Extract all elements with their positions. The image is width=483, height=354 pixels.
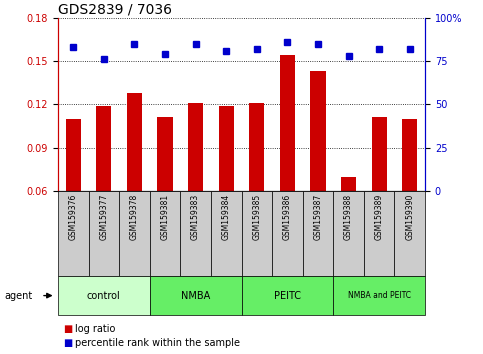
Bar <box>371 118 387 191</box>
Bar <box>58 276 150 315</box>
Bar <box>127 93 142 191</box>
Bar <box>341 177 356 191</box>
Bar <box>66 119 81 191</box>
Bar <box>242 191 272 276</box>
Text: GSM159376: GSM159376 <box>69 194 78 240</box>
Text: NMBA and PEITC: NMBA and PEITC <box>348 291 411 300</box>
Bar <box>219 106 234 191</box>
Text: control: control <box>87 291 121 301</box>
Bar <box>333 191 364 276</box>
Text: GSM159384: GSM159384 <box>222 194 231 240</box>
Bar <box>395 191 425 276</box>
Bar <box>211 191 242 276</box>
Text: GSM159389: GSM159389 <box>375 194 384 240</box>
Bar <box>157 118 173 191</box>
Bar <box>402 119 417 191</box>
Text: GSM159378: GSM159378 <box>130 194 139 240</box>
Bar <box>150 276 242 315</box>
Text: GSM159383: GSM159383 <box>191 194 200 240</box>
Text: percentile rank within the sample: percentile rank within the sample <box>75 338 240 348</box>
Bar <box>150 191 180 276</box>
Text: GDS2839 / 7036: GDS2839 / 7036 <box>58 2 172 17</box>
Text: GSM159381: GSM159381 <box>160 194 170 240</box>
Bar <box>58 191 88 276</box>
Bar <box>96 106 112 191</box>
Bar <box>280 55 295 191</box>
Text: GSM159377: GSM159377 <box>99 194 108 240</box>
Text: log ratio: log ratio <box>75 324 115 334</box>
Bar <box>311 71 326 191</box>
Bar <box>272 191 303 276</box>
Bar <box>188 103 203 191</box>
Text: GSM159388: GSM159388 <box>344 194 353 240</box>
Bar <box>364 191 395 276</box>
Text: ■: ■ <box>63 338 72 348</box>
Bar <box>119 191 150 276</box>
Text: GSM159386: GSM159386 <box>283 194 292 240</box>
Bar <box>249 103 265 191</box>
Text: NMBA: NMBA <box>181 291 210 301</box>
Text: PEITC: PEITC <box>274 291 301 301</box>
Text: ■: ■ <box>63 324 72 334</box>
Bar <box>180 191 211 276</box>
Bar <box>242 276 333 315</box>
Text: GSM159385: GSM159385 <box>252 194 261 240</box>
Text: GSM159390: GSM159390 <box>405 194 414 240</box>
Bar <box>333 276 425 315</box>
Bar <box>88 191 119 276</box>
Text: GSM159387: GSM159387 <box>313 194 323 240</box>
Bar <box>303 191 333 276</box>
Text: agent: agent <box>5 291 33 301</box>
